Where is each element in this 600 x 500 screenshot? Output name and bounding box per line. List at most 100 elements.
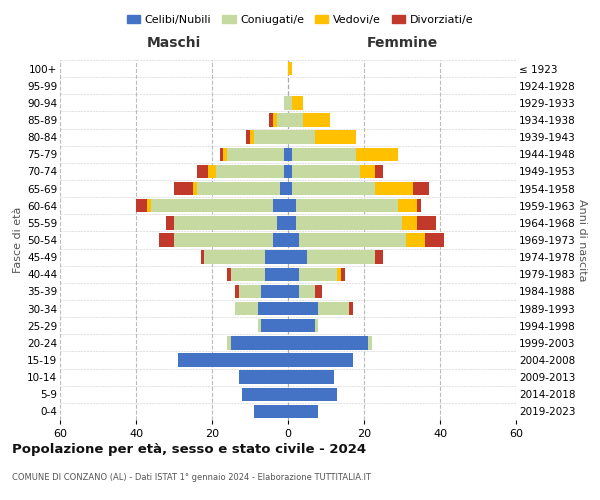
- Text: Maschi: Maschi: [147, 36, 201, 50]
- Bar: [288, 216, 296, 230]
- Bar: [376, 250, 383, 264]
- Bar: [288, 284, 299, 298]
- Bar: [284, 148, 288, 161]
- Bar: [288, 234, 299, 246]
- Bar: [425, 234, 444, 246]
- Bar: [178, 354, 288, 366]
- Bar: [284, 164, 288, 178]
- Bar: [208, 164, 216, 178]
- Bar: [257, 319, 262, 332]
- Bar: [368, 336, 371, 349]
- Bar: [402, 216, 417, 230]
- Bar: [254, 130, 288, 144]
- Bar: [223, 148, 227, 161]
- Bar: [288, 336, 368, 349]
- Bar: [337, 268, 341, 281]
- Bar: [319, 302, 349, 316]
- Bar: [277, 114, 288, 126]
- Bar: [349, 302, 353, 316]
- Bar: [262, 284, 288, 298]
- Bar: [288, 388, 337, 401]
- Bar: [220, 148, 223, 161]
- Legend: Celibi/Nubili, Coniugati/e, Vedovi/e, Divorziati/e: Celibi/Nubili, Coniugati/e, Vedovi/e, Di…: [122, 10, 478, 29]
- Bar: [159, 234, 174, 246]
- Bar: [254, 404, 288, 418]
- Bar: [166, 216, 174, 230]
- Bar: [288, 114, 303, 126]
- Text: Popolazione per età, sesso e stato civile - 2024: Popolazione per età, sesso e stato civil…: [12, 442, 366, 456]
- Bar: [292, 164, 360, 178]
- Bar: [197, 164, 208, 178]
- Bar: [288, 404, 319, 418]
- Bar: [269, 114, 273, 126]
- Bar: [314, 319, 319, 332]
- Bar: [288, 148, 292, 161]
- Bar: [148, 199, 151, 212]
- Bar: [136, 199, 148, 212]
- Bar: [257, 302, 288, 316]
- Bar: [288, 319, 314, 332]
- Y-axis label: Anni di nascita: Anni di nascita: [577, 198, 587, 281]
- Bar: [246, 130, 250, 144]
- Bar: [288, 370, 334, 384]
- Bar: [231, 268, 265, 281]
- Bar: [288, 96, 292, 110]
- Bar: [227, 268, 231, 281]
- Bar: [299, 234, 406, 246]
- Bar: [299, 268, 337, 281]
- Bar: [174, 234, 273, 246]
- Bar: [307, 250, 376, 264]
- Bar: [296, 199, 398, 212]
- Bar: [277, 216, 288, 230]
- Bar: [273, 199, 288, 212]
- Bar: [174, 182, 193, 196]
- Bar: [341, 268, 345, 281]
- Bar: [288, 164, 292, 178]
- Bar: [292, 182, 376, 196]
- Bar: [376, 164, 383, 178]
- Bar: [413, 182, 428, 196]
- Bar: [174, 216, 277, 230]
- Bar: [273, 234, 288, 246]
- Bar: [360, 164, 376, 178]
- Bar: [356, 148, 398, 161]
- Bar: [398, 199, 417, 212]
- Bar: [235, 302, 257, 316]
- Bar: [197, 182, 280, 196]
- Text: COMUNE DI CONZANO (AL) - Dati ISTAT 1° gennaio 2024 - Elaborazione TUTTITALIA.IT: COMUNE DI CONZANO (AL) - Dati ISTAT 1° g…: [12, 472, 371, 482]
- Bar: [376, 182, 413, 196]
- Bar: [417, 199, 421, 212]
- Bar: [314, 130, 356, 144]
- Bar: [288, 62, 292, 76]
- Bar: [288, 302, 319, 316]
- Bar: [288, 354, 353, 366]
- Bar: [288, 250, 307, 264]
- Bar: [273, 114, 277, 126]
- Bar: [193, 182, 197, 196]
- Bar: [406, 234, 425, 246]
- Bar: [288, 130, 314, 144]
- Bar: [265, 268, 288, 281]
- Bar: [250, 130, 254, 144]
- Bar: [239, 284, 262, 298]
- Bar: [265, 250, 288, 264]
- Bar: [205, 250, 265, 264]
- Bar: [284, 96, 288, 110]
- Bar: [303, 114, 330, 126]
- Bar: [239, 370, 288, 384]
- Bar: [151, 199, 273, 212]
- Bar: [231, 336, 288, 349]
- Bar: [288, 182, 292, 196]
- Bar: [235, 284, 239, 298]
- Bar: [216, 164, 284, 178]
- Bar: [262, 319, 288, 332]
- Bar: [280, 182, 288, 196]
- Bar: [299, 284, 314, 298]
- Bar: [288, 199, 296, 212]
- Bar: [417, 216, 436, 230]
- Bar: [296, 216, 402, 230]
- Bar: [227, 336, 231, 349]
- Bar: [288, 268, 299, 281]
- Bar: [314, 284, 322, 298]
- Bar: [242, 388, 288, 401]
